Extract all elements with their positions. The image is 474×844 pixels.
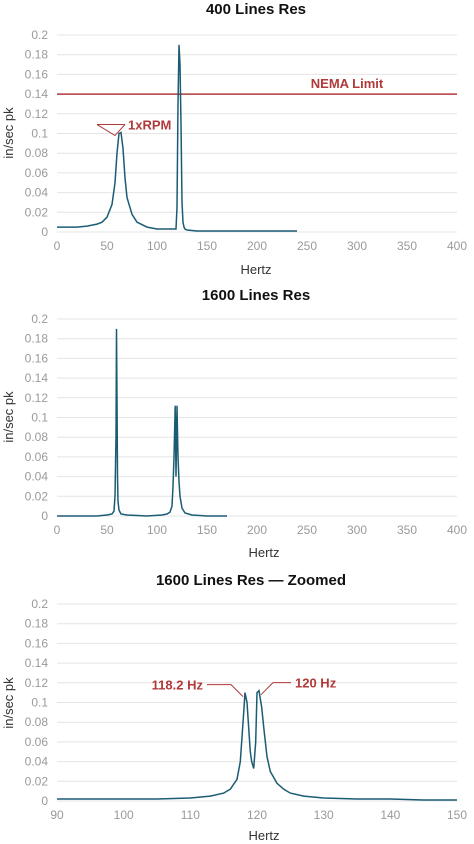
y-tick-label: 0 (41, 225, 48, 239)
chart-title: 400 Lines Res (206, 1, 306, 18)
y-tick-label: 0.08 (25, 430, 49, 444)
annotation-label: 1xRPM (128, 118, 171, 133)
y-tick-label: 0.16 (25, 636, 49, 650)
annotation-leader (260, 682, 291, 696)
x-tick-label: 350 (397, 523, 417, 537)
y-tick-label: 0.12 (25, 391, 49, 405)
x-tick-label: 120 (247, 808, 267, 822)
y-tick-label: 0.04 (25, 755, 49, 769)
chart-title: 1600 Lines Res (202, 287, 310, 304)
y-axis-label: in/sec pk (1, 107, 16, 159)
y-tick-label: 0 (41, 509, 48, 523)
y-tick-label: 0.04 (25, 186, 49, 200)
y-tick-label: 0.06 (25, 735, 49, 749)
x-tick-label: 0 (54, 239, 61, 253)
x-axis-label: Hertz (248, 828, 279, 843)
y-tick-label: 0.14 (25, 87, 49, 101)
y-tick-label: 0.14 (25, 656, 49, 670)
y-tick-label: 0.02 (25, 774, 49, 788)
x-tick-label: 130 (314, 808, 334, 822)
x-tick-label: 150 (447, 808, 467, 822)
y-tick-label: 0.18 (25, 332, 49, 346)
chart-title: 1600 Lines Res — Zoomed (156, 572, 346, 589)
annotation-leader (207, 684, 244, 698)
y-tick-label: 0.06 (25, 166, 49, 180)
x-tick-label: 350 (397, 239, 417, 253)
annotation-label: 120 Hz (295, 676, 337, 691)
x-tick-label: 90 (50, 808, 64, 822)
x-tick-label: 400 (447, 523, 467, 537)
x-tick-label: 250 (297, 239, 317, 253)
chart-400-lines: 400 Lines Res Hertz in/sec pk 0 0.02 0.04 0… (1, 1, 467, 277)
x-axis-label: Hertz (248, 545, 279, 560)
y-tick-label: 0.2 (31, 28, 48, 42)
y-tick-label: 0.16 (25, 351, 49, 365)
x-tick-label: 200 (247, 523, 267, 537)
y-tick-label: 0.18 (25, 48, 49, 62)
y-axis-label: in/sec pk (1, 391, 16, 443)
x-tick-label: 0 (54, 523, 61, 537)
y-tick-label: 0.12 (25, 676, 49, 690)
x-tick-label: 100 (147, 523, 167, 537)
y-tick-label: 0.2 (31, 312, 48, 326)
x-tick-label: 300 (347, 523, 367, 537)
x-tick-label: 250 (297, 523, 317, 537)
x-tick-label: 300 (347, 239, 367, 253)
x-tick-label: 400 (447, 239, 467, 253)
chart-1600-lines: 1600 Lines Res Hertz in/sec pk 0 0.02 0.04… (1, 287, 467, 560)
x-tick-label: 140 (380, 808, 400, 822)
y-tick-label: 0.12 (25, 107, 49, 121)
x-tick-label: 150 (197, 523, 217, 537)
x-tick-label: 100 (114, 808, 134, 822)
series-line (57, 44, 297, 232)
chart-1600-lines-zoomed: 1600 Lines Res — Zoomed Hertz in/sec pk … (1, 572, 467, 843)
y-axis-label: in/sec pk (1, 677, 16, 729)
y-tick-label: 0.16 (25, 67, 49, 81)
x-tick-label: 150 (197, 239, 217, 253)
y-tick-label: 0.02 (25, 205, 49, 219)
y-tick-label: 0.04 (25, 470, 49, 484)
nema-limit-label: NEMA Limit (311, 76, 384, 91)
y-tick-label: 0 (41, 794, 48, 808)
annotation-leader (96, 124, 126, 137)
x-tick-label: 100 (147, 239, 167, 253)
y-tick-label: 0.08 (25, 146, 49, 160)
series-line (57, 328, 227, 517)
x-tick-label: 50 (100, 239, 114, 253)
y-tick-label: 0.14 (25, 371, 49, 385)
series-line (57, 689, 457, 801)
x-tick-label: 200 (247, 239, 267, 253)
y-tick-label: 0.1 (31, 696, 48, 710)
x-tick-label: 50 (100, 523, 114, 537)
y-tick-label: 0.1 (31, 127, 48, 141)
annotation-label: 118.2 Hz (152, 678, 204, 693)
y-tick-label: 0.2 (31, 597, 48, 611)
x-tick-label: 110 (181, 808, 200, 822)
y-tick-label: 0.06 (25, 450, 49, 464)
x-axis-label: Hertz (240, 262, 271, 277)
y-tick-label: 0.08 (25, 715, 49, 729)
y-tick-label: 0.18 (25, 617, 49, 631)
y-tick-label: 0.02 (25, 489, 49, 503)
y-tick-label: 0.1 (31, 411, 48, 425)
